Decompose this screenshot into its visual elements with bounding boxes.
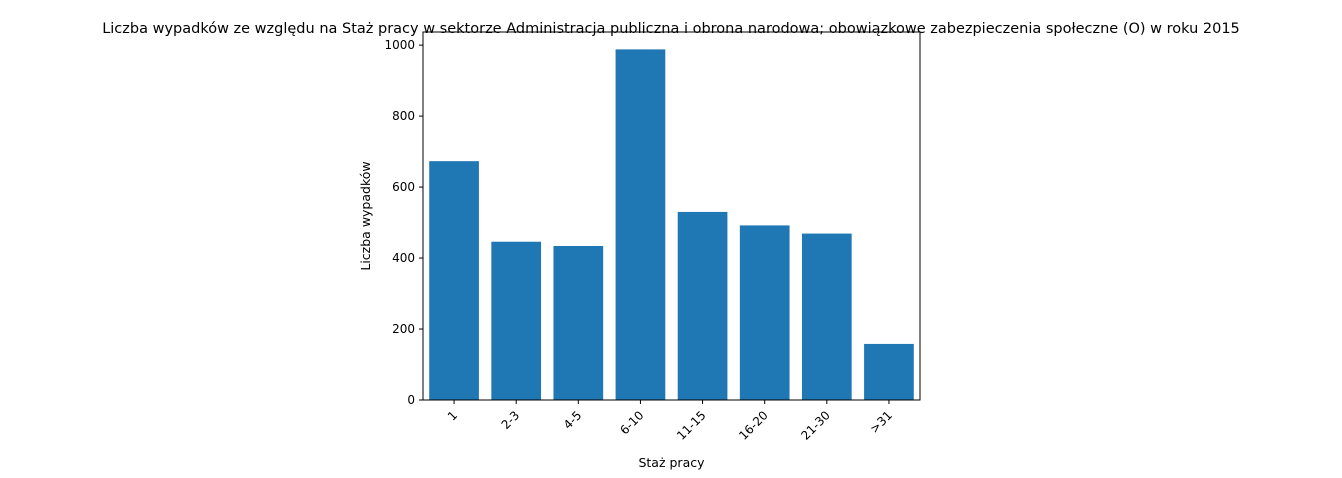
bars-group [429,49,914,401]
y-tick-label-5: 1000 [384,38,415,52]
x-tick-label-0: 1 [445,408,460,423]
x-tick-label-3: 6-10 [617,408,646,437]
x-axis-label: Staż pracy [638,455,705,470]
bar-4 [677,211,728,400]
plot-frame [422,31,921,401]
y-tick-label-2: 400 [392,251,415,265]
x-axis: 1 2-3 4-5 6-10 11-15 16-20 21-30 >31 [445,400,895,443]
y-axis-label: Liczba wypadków [358,161,373,270]
bar-7 [864,343,914,400]
x-tick-label-7: >31 [867,408,895,436]
x-tick-label-2: 4-5 [561,408,585,432]
chart-title: Liczba wypadków ze względu na Staż pracy… [102,21,1240,37]
y-tick-label-3: 600 [392,180,415,194]
bar-0 [429,161,479,400]
bar-1 [491,241,542,400]
bar-2 [553,245,604,400]
y-axis: 0 200 400 600 800 1000 [384,38,423,407]
y-tick-label-4: 800 [392,109,415,123]
bar-5 [739,225,790,400]
bar-6 [801,233,852,400]
x-tick-label-1: 2-3 [499,408,523,432]
y-tick-label-0: 0 [407,393,415,407]
x-tick-label-6: 21-30 [798,408,833,443]
y-tick-label-1: 200 [392,322,415,336]
bar-3 [615,49,666,401]
x-tick-label-5: 16-20 [736,408,771,443]
x-tick-label-4: 11-15 [674,408,709,443]
